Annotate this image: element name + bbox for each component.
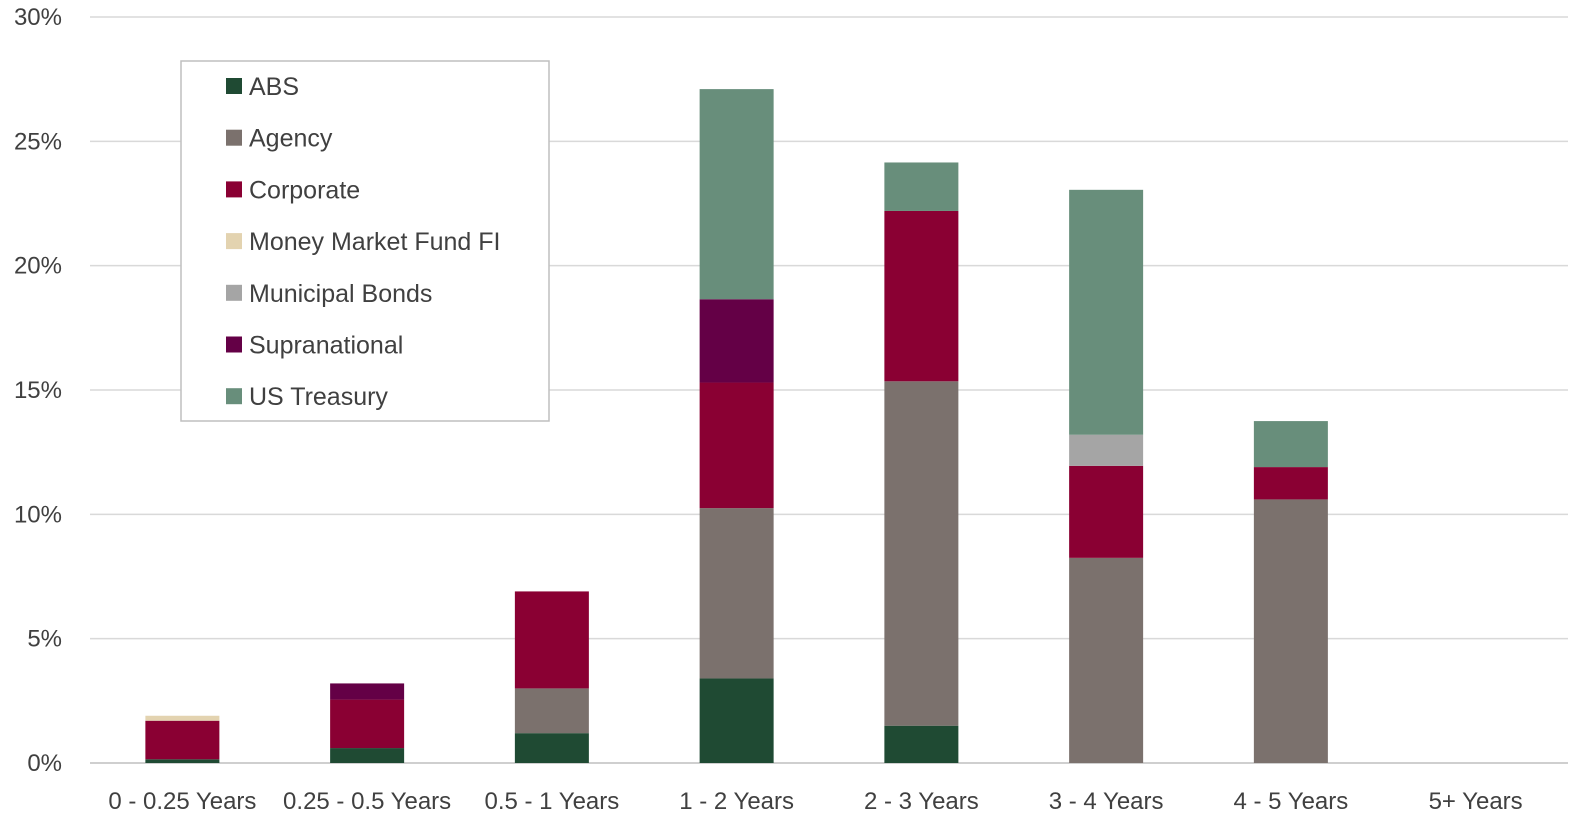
x-axis-tick-labels: 0 - 0.25 Years 0.25 - 0.5 Years 0.5 - 1 Ye… — [108, 788, 1522, 815]
y-tick-label: 25% — [14, 128, 62, 155]
bar-segment — [514, 591, 589, 689]
x-tick-label: 1 - 2 Years — [679, 788, 794, 815]
bar-segment — [699, 89, 774, 300]
bar-segment — [699, 299, 774, 383]
y-tick-label: 5% — [27, 626, 62, 653]
bar-segment — [1069, 557, 1144, 763]
legend-label: Corporate — [249, 176, 360, 204]
legend-label: US Treasury — [249, 383, 388, 411]
bar-segment — [1069, 189, 1144, 435]
bar-segment — [145, 720, 220, 760]
x-tick-label: 0 - 0.25 Years — [108, 788, 256, 815]
bar-segment — [330, 699, 405, 749]
x-tick-label: 0.25 - 0.5 Years — [283, 788, 451, 815]
legend-swatch — [226, 233, 242, 250]
bar-segment — [1253, 499, 1328, 763]
x-tick-label: 3 - 4 Years — [1049, 788, 1164, 815]
y-tick-label: 10% — [14, 501, 62, 528]
bar-segment — [1253, 421, 1328, 468]
legend-label: Money Market Fund FI — [249, 228, 500, 256]
legend-label: ABS — [249, 73, 299, 101]
bar-segment — [884, 210, 959, 382]
legend-label: Municipal Bonds — [249, 280, 432, 308]
bar-segment — [1069, 434, 1144, 466]
bar-segment — [330, 748, 405, 763]
bars — [145, 89, 1328, 763]
legend-swatch — [226, 388, 242, 405]
bar-segment — [884, 725, 959, 763]
legend-swatch — [226, 181, 242, 198]
legend-swatch — [226, 336, 242, 353]
x-tick-label: 0.5 - 1 Years — [484, 788, 619, 815]
y-tick-label: 15% — [14, 377, 62, 404]
bar-segment — [145, 715, 220, 721]
x-tick-label: 2 - 3 Years — [864, 788, 979, 815]
bar-segment — [884, 381, 959, 726]
legend-label: Supranational — [249, 332, 403, 360]
bar-segment — [1069, 465, 1144, 558]
legend-swatch — [226, 78, 242, 94]
legend-box — [180, 60, 550, 422]
bar-segment — [884, 162, 959, 211]
x-tick-label: 4 - 5 Years — [1234, 788, 1349, 815]
bar-segment — [699, 382, 774, 509]
bar-segment — [699, 508, 774, 679]
y-axis-tick-labels: 0% 5% 10% 15% 20% 25% 30% — [14, 4, 62, 777]
bar-segment — [514, 733, 589, 763]
x-tick-label: 5+ Years — [1429, 788, 1523, 815]
y-tick-label: 20% — [14, 253, 62, 280]
bar-segment — [699, 678, 774, 763]
bar-segment — [330, 683, 405, 700]
y-tick-label: 0% — [27, 750, 62, 777]
legend-swatch — [226, 284, 242, 301]
bar-segment — [514, 688, 589, 734]
legend-swatch — [226, 129, 242, 146]
y-tick-label: 30% — [14, 4, 62, 31]
bar-segment — [1253, 467, 1328, 500]
bar-segment — [145, 759, 220, 763]
legend-label: Agency — [249, 125, 333, 153]
legend: ABS Agency Corporate Money Market Fund FI Mu… — [180, 60, 550, 422]
